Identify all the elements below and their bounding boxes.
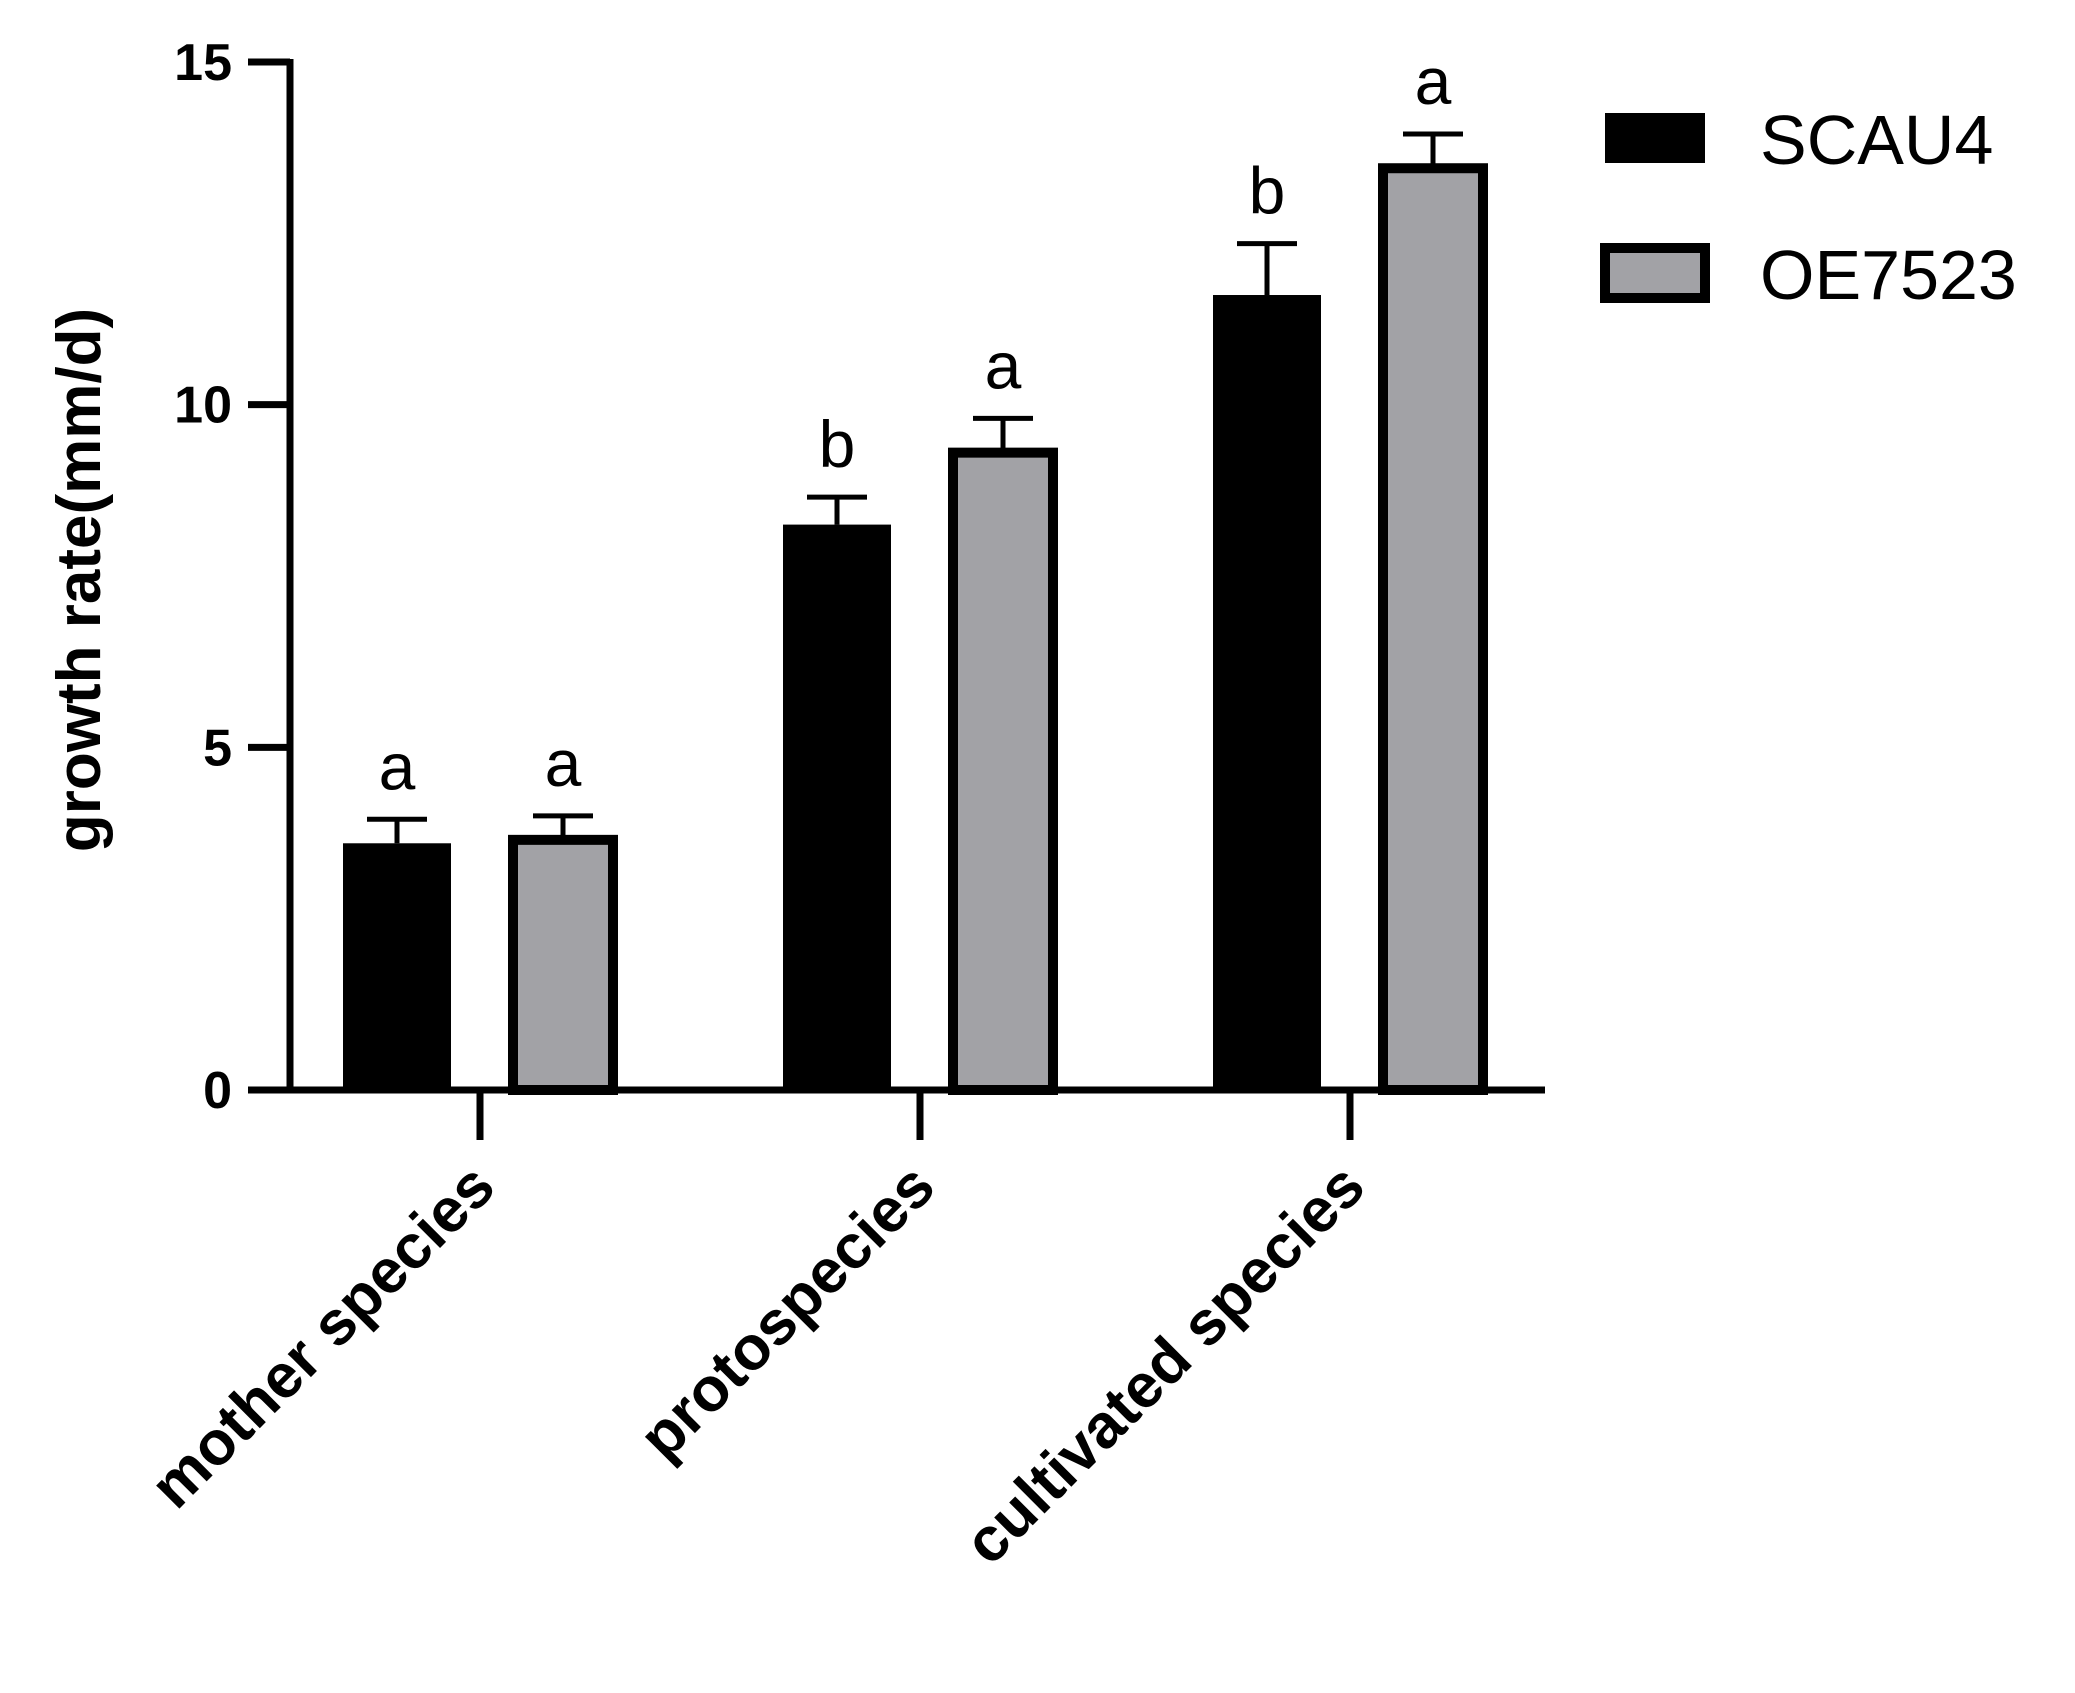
- significance-label-scau4-1: a: [379, 729, 416, 803]
- significance-label-oe7523-3: a: [1415, 44, 1452, 118]
- category-label-1: mother species: [137, 1151, 507, 1521]
- legend-swatch-oe7523: [1600, 243, 1710, 303]
- y-tick-label-15: 15: [174, 34, 232, 92]
- bar-oe7523-2: [948, 447, 1058, 1095]
- y-axis-label: growth rate(mm/d): [45, 308, 114, 852]
- legend-label-oe7523: OE7523: [1760, 236, 2017, 314]
- bar-scau4-3: [1213, 295, 1321, 1091]
- significance-label-scau4-2: b: [819, 407, 856, 481]
- legend-label-scau4: SCAU4: [1760, 101, 1993, 179]
- y-tick-label-0: 0: [203, 1062, 232, 1120]
- bar-scau4-1: [343, 843, 451, 1090]
- bar-oe7523-3: [1378, 163, 1488, 1095]
- y-tick-label-5: 5: [203, 719, 232, 777]
- significance-label-oe7523-1: a: [545, 726, 582, 800]
- legend-swatch-scau4: [1605, 113, 1705, 163]
- significance-label-oe7523-2: a: [985, 328, 1022, 402]
- category-label-3: cultivated species: [951, 1151, 1377, 1577]
- category-label-2: protospecies: [626, 1151, 948, 1473]
- bar-scau4-2: [783, 524, 891, 1090]
- significance-label-scau4-3: b: [1249, 154, 1286, 228]
- bar-oe7523-1: [508, 834, 618, 1095]
- y-tick-label-10: 10: [174, 377, 232, 435]
